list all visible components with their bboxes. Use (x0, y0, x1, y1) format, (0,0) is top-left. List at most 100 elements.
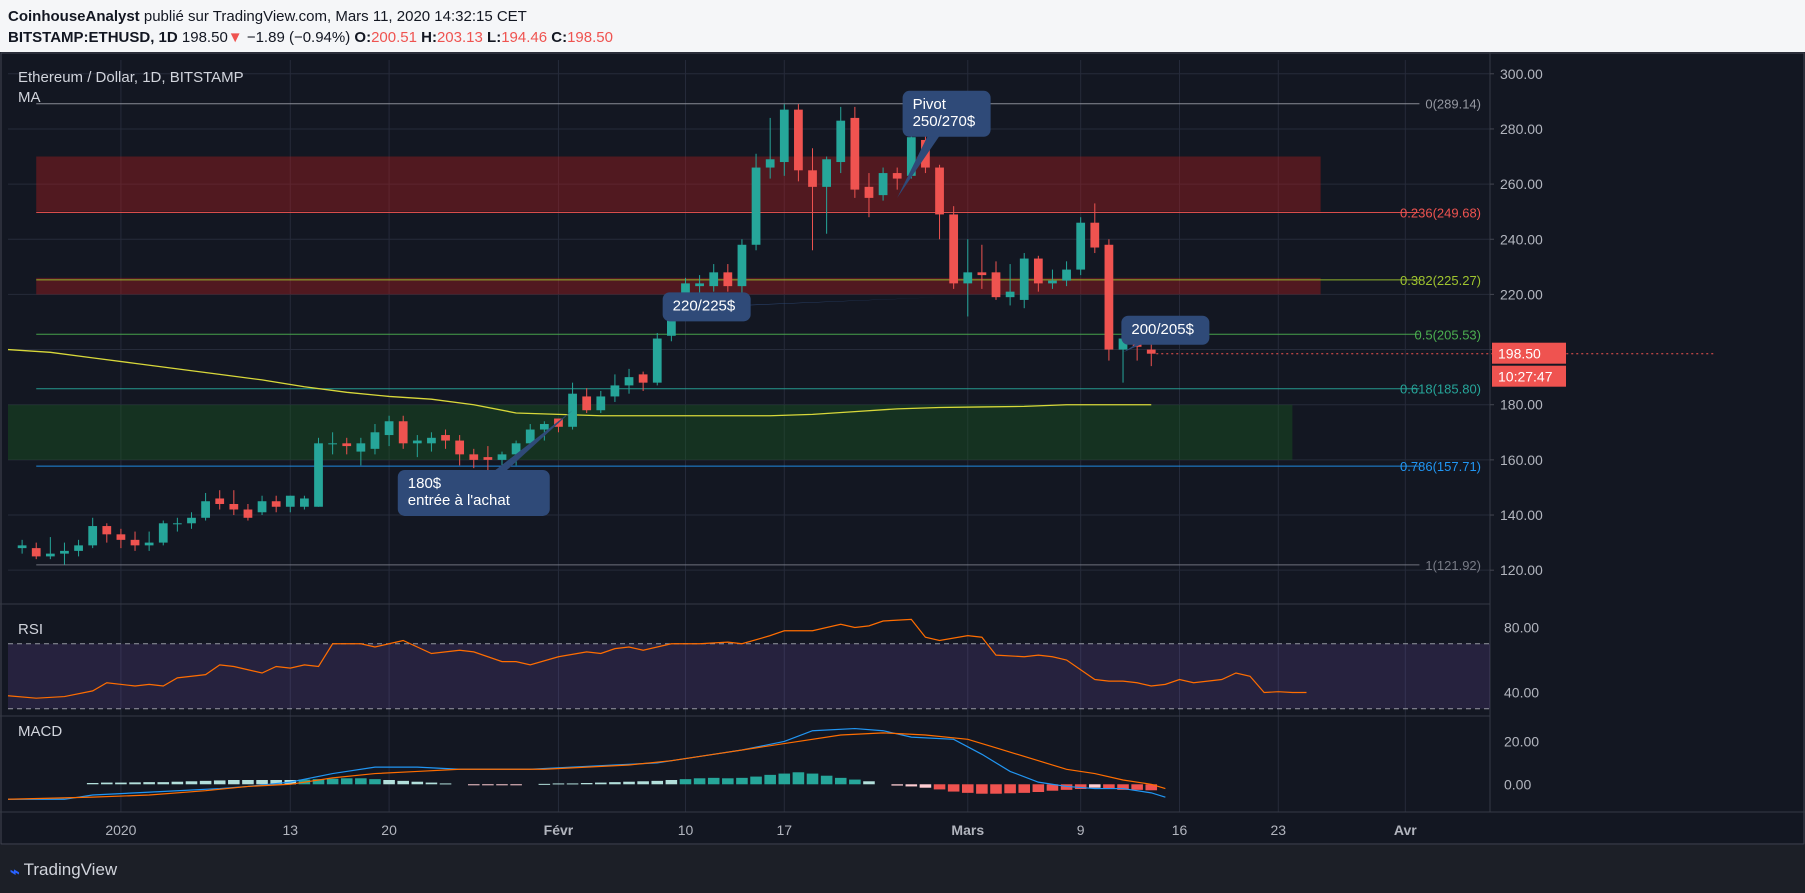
price-change: −1.89 (−0.94%) (246, 29, 351, 46)
callout-text: 220/225$ (673, 297, 736, 314)
candle-body (215, 498, 225, 504)
candle-body (31, 548, 41, 557)
low-label: L: (487, 29, 502, 46)
candle-body (398, 421, 408, 444)
macd-histogram-bar (467, 784, 480, 786)
open-value: 200.51 (371, 29, 417, 46)
candle-body (878, 173, 888, 196)
macd-histogram-bar (707, 777, 720, 785)
macd-axis-label: 0.00 (1504, 776, 1531, 792)
candle-body (822, 159, 832, 187)
price-axis-label: 260.00 (1500, 176, 1543, 192)
macd-histogram-bar (849, 779, 861, 785)
macd-signal-line (7, 732, 1166, 800)
macd-histogram-bar (340, 778, 353, 785)
callout-text: entrée à l'achat (408, 492, 511, 509)
tradingview-logo[interactable]: ⌁ TradingView (10, 860, 117, 882)
candle-body (243, 509, 253, 518)
macd-histogram-bar (185, 781, 198, 785)
macd-histogram-bar (595, 782, 607, 785)
candle-body (427, 437, 436, 444)
price-axis-label: 240.00 (1500, 231, 1543, 247)
macd-histogram-bar (806, 773, 819, 785)
ohlc-line: BITSTAMP:ETHUSD, 1D 198.50▼ −1.89 (−0.94… (8, 29, 613, 46)
macd-histogram-bar (820, 775, 833, 785)
author-name[interactable]: CoinhouseAnalyst (8, 8, 140, 25)
fib-level-label: 0.5(205.53) (1415, 327, 1482, 342)
candle-body (328, 443, 338, 445)
macd-histogram-bar (778, 773, 791, 785)
fib-level-label: 0.786(157.71) (1400, 459, 1481, 474)
macd-histogram-bar (1131, 784, 1143, 790)
macd-histogram-bar (919, 784, 932, 788)
price-tag-box (1492, 342, 1566, 364)
macd-histogram-bar (679, 779, 692, 785)
price-axis-label: 140.00 (1500, 507, 1543, 523)
macd-histogram-bar (383, 780, 395, 785)
candle-body (172, 523, 182, 525)
macd-histogram-bar (171, 781, 184, 785)
macd-histogram-bar (1117, 784, 1129, 790)
candle-body (130, 539, 140, 546)
candle-body (300, 498, 309, 507)
rsi-line (7, 618, 1307, 699)
time-axis-label: Févr (544, 822, 574, 838)
close-label: C: (551, 29, 568, 46)
candle-body (412, 440, 422, 444)
macd-histogram-bar (990, 784, 1002, 794)
macd-histogram-bar (609, 782, 621, 785)
candle-body (610, 385, 620, 397)
candle-body (483, 457, 493, 460)
candle-body (906, 137, 916, 176)
candle-body (977, 272, 987, 276)
callout-box (1121, 315, 1210, 345)
high-value: 203.13 (436, 29, 483, 46)
chart-svg[interactable]: 0(289.14) 0.236(249.68) 0.382(225.27) 0.5(2… (0, 52, 1805, 845)
macd-histogram-bar (115, 782, 127, 785)
macd-histogram-bar (651, 780, 664, 785)
macd-histogram-bar (482, 784, 494, 786)
macd-histogram-bar (976, 784, 988, 794)
rsi-axis-label: 40.00 (1504, 685, 1539, 701)
callout-box (397, 469, 550, 516)
candle-body (469, 454, 479, 460)
macd-label: MACD (18, 723, 62, 740)
macd-histogram-bar (623, 781, 635, 785)
candle-body (144, 542, 154, 546)
macd-histogram-bar (439, 783, 452, 785)
fib-level-label: 0.236(249.68) (1400, 206, 1481, 221)
candle-body (624, 377, 634, 386)
candle-body (850, 117, 860, 190)
symbol-label: BITSTAMP:ETHUSD, 1D (8, 29, 178, 46)
candle-body (342, 443, 352, 447)
candle-body (794, 109, 803, 171)
macd-histogram-bar (538, 783, 551, 785)
last-price: 198.50 (181, 29, 228, 46)
candle-body (17, 545, 27, 549)
macd-histogram-bar (213, 780, 226, 785)
publication-line: CoinhouseAnalyst publié sur TradingView.… (8, 8, 527, 25)
candle-body (356, 443, 366, 452)
candle-body (695, 283, 704, 287)
macd-histogram-bar (1018, 784, 1031, 793)
macd-histogram-bar (143, 782, 155, 785)
callout-text: 250/270$ (913, 113, 976, 130)
macd-histogram-bar (228, 780, 240, 785)
open-label: O: (354, 29, 372, 46)
high-label: H: (421, 29, 437, 46)
callout-text: Pivot (913, 96, 947, 113)
candle-body (1062, 269, 1071, 281)
close-value: 198.50 (567, 29, 613, 46)
brand-name: TradingView (23, 860, 118, 879)
time-axis-label: 13 (282, 822, 298, 838)
candle-body (1048, 280, 1057, 284)
candle-body (455, 440, 465, 455)
countdown-box (1492, 365, 1566, 387)
macd-histogram-bar (129, 782, 141, 785)
candle-body (497, 454, 507, 460)
candle-body (1118, 338, 1128, 350)
candle-body (1090, 222, 1100, 248)
chart-area[interactable]: 0(289.14) 0.236(249.68) 0.382(225.27) 0.5(2… (0, 52, 1805, 845)
macd-histogram-bar (905, 784, 918, 787)
candle-body (892, 173, 902, 179)
